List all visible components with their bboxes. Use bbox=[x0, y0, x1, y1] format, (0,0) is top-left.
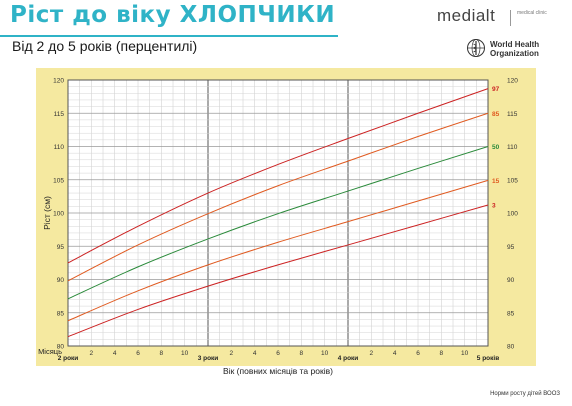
month-tick-label: 8 bbox=[300, 350, 304, 357]
month-tick-label: 10 bbox=[321, 350, 329, 357]
month-tick-label: 6 bbox=[136, 350, 140, 357]
percentile-label-3: 3 bbox=[492, 203, 496, 210]
year-tick-label: 2 роки bbox=[58, 355, 79, 362]
year-tick-label: 5 років bbox=[477, 354, 499, 362]
y-tick-label-right: 80 bbox=[507, 344, 515, 351]
x-axis-label: Вік (повних місяців та років) bbox=[223, 366, 333, 376]
year-tick-label: 4 роки bbox=[338, 355, 359, 362]
month-tick-label: 10 bbox=[181, 350, 189, 357]
y-tick-label-left: 85 bbox=[57, 310, 65, 317]
month-tick-label: 4 bbox=[393, 350, 397, 357]
month-tick-label: 8 bbox=[440, 350, 444, 357]
brand-divider bbox=[510, 10, 511, 26]
month-tick-label: 4 bbox=[113, 350, 117, 357]
y-tick-label-left: 105 bbox=[53, 177, 64, 184]
title-underline bbox=[0, 35, 338, 37]
y-tick-label-right: 85 bbox=[507, 310, 515, 317]
footer-note: Норми росту дітей ВООЗ bbox=[490, 391, 560, 397]
y-tick-label-right: 110 bbox=[507, 144, 518, 151]
brand-subtitle: medical clinic bbox=[517, 10, 547, 16]
y-tick-label-left: 115 bbox=[54, 111, 65, 118]
who-emblem-icon bbox=[467, 39, 485, 57]
who-line-1: World Health bbox=[490, 40, 540, 49]
y-tick-label-left: 80 bbox=[57, 344, 65, 351]
percentile-label-97: 97 bbox=[492, 86, 500, 93]
y-axis-label: Ріст (см) bbox=[42, 196, 52, 230]
plot-border bbox=[67, 79, 489, 347]
who-logo-text: World Health Organization bbox=[490, 40, 560, 58]
percentile-line-3 bbox=[67, 204, 489, 338]
year-tick-label: 3 роки bbox=[198, 355, 219, 362]
percentile-label-85: 85 bbox=[492, 111, 500, 118]
y-tick-label-right: 90 bbox=[507, 277, 515, 284]
y-tick-label-left: 100 bbox=[53, 211, 64, 218]
brand-logo: medialt bbox=[437, 6, 496, 25]
month-tick-label: 4 bbox=[253, 350, 257, 357]
percentile-line-97 bbox=[67, 88, 489, 264]
percentile-label-15: 15 bbox=[492, 178, 500, 185]
month-tick-label: 2 bbox=[230, 350, 234, 357]
month-tick-label: 10 bbox=[461, 350, 469, 357]
month-tick-label: 6 bbox=[276, 350, 280, 357]
percentile-line-50 bbox=[67, 146, 489, 300]
month-tick-label: 8 bbox=[160, 350, 164, 357]
percentile-label-50: 50 bbox=[492, 144, 500, 151]
y-tick-label-left: 95 bbox=[57, 244, 65, 251]
y-tick-label-right: 115 bbox=[507, 111, 518, 118]
y-tick-label-right: 105 bbox=[507, 177, 518, 184]
month-tick-label: 6 bbox=[416, 350, 420, 357]
y-tick-label-left: 90 bbox=[57, 277, 65, 284]
x-label-prefix: Місяць bbox=[38, 347, 62, 356]
month-tick-label: 2 bbox=[370, 350, 374, 357]
percentile-line-15 bbox=[67, 179, 489, 322]
growth-chart: 80 80 85 85 90 90 95 95 100 100 105 105 110 110 115 115… bbox=[36, 68, 536, 376]
y-tick-label-right: 95 bbox=[507, 244, 515, 251]
y-tick-label-left: 110 bbox=[54, 144, 65, 151]
percentile-line-85 bbox=[67, 112, 489, 282]
y-tick-label-left: 120 bbox=[53, 78, 64, 85]
page-subtitle: Від 2 до 5 років (перцентилі) bbox=[12, 38, 198, 54]
y-tick-label-right: 120 bbox=[507, 78, 518, 85]
month-tick-label: 2 bbox=[90, 350, 94, 357]
y-tick-label-right: 100 bbox=[507, 211, 518, 218]
page-title: Ріст до віку ХЛОПЧИКИ bbox=[10, 2, 336, 28]
who-line-2: Organization bbox=[490, 49, 539, 58]
